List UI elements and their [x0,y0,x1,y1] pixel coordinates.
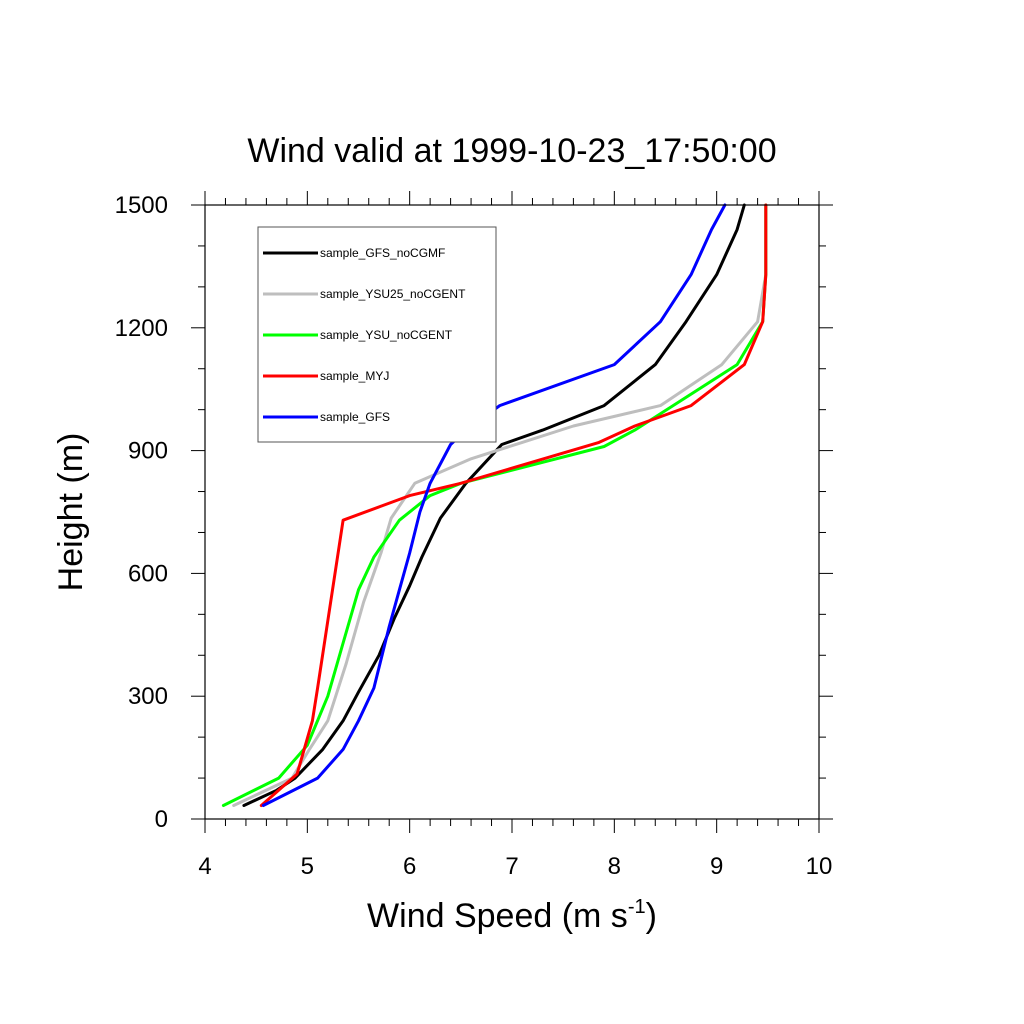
x-tick-label: 10 [806,853,833,880]
legend-entries: sample_GFS_noCGMF sample_YSU25_noCGENTsam… [263,246,466,424]
series-line-sample_YSU_noCGENT [221,203,768,807]
x-axis-label-main: Wind Speed (m s [367,897,628,935]
axis-ticks [191,191,833,833]
tick-labels: 4 5 6 7 8 9 10 0 300 600 900 1200 1500 [115,192,833,880]
legend-label-sample_GFS_noCGMF: sample_GFS_noCGMF [320,246,445,260]
y-tick-label: 300 [128,683,168,710]
x-axis-label-end: ) [646,897,657,935]
x-tick-label: 5 [301,853,314,880]
legend-label-sample_GFS: sample_GFS [320,410,390,424]
x-tick-label: 6 [403,853,416,880]
x-axis-label-superscript: -1 [628,896,646,918]
y-tick-label: 900 [128,438,168,465]
x-tick-label: 4 [198,853,211,880]
legend-label-sample_YSU_noCGENT: sample_YSU_noCGENT [320,328,453,342]
x-axis-label: Wind Speed (m s-1) [367,896,657,935]
series-line-sample_YSU25_noCGENT [232,203,768,807]
y-tick-label: 600 [128,560,168,587]
x-tick-label: 9 [710,853,723,880]
x-tick-label: 8 [608,853,621,880]
y-tick-label: 1200 [115,315,168,342]
chart-title: Wind valid at 1999-10-23_17:50:00 [247,132,776,170]
series-line-sample_MYJ [259,203,768,807]
legend: sample_GFS_noCGMF sample_YSU25_noCGENTsam… [257,226,497,443]
plot-frame [204,204,820,820]
legend-label-sample_MYJ: sample_MYJ [320,369,389,383]
x-tick-label: 7 [505,853,518,880]
series-line-sample_GFS_noCGMF [242,203,746,807]
y-tick-label: 0 [155,806,168,833]
series-lines [221,203,768,807]
legend-label-sample_YSU25_noCGENT: sample_YSU25_noCGENT [320,287,466,301]
series-line-sample_GFS [261,203,727,807]
y-axis-label: Height (m) [52,433,90,592]
y-tick-label: 1500 [115,192,168,219]
